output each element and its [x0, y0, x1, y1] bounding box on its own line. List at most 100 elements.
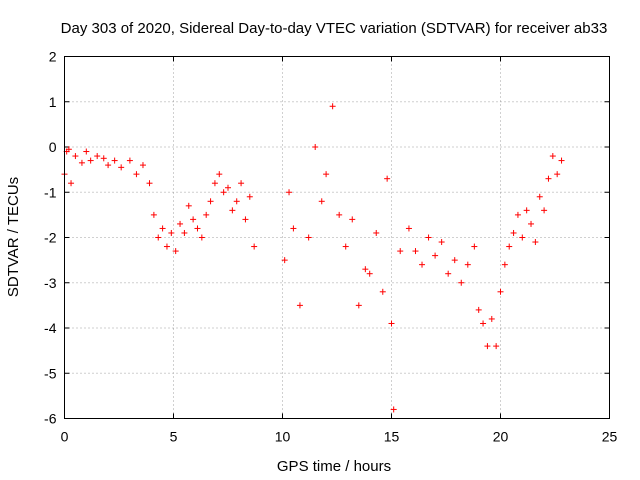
data-point [532, 239, 539, 246]
plot-frame [64, 56, 610, 419]
data-point [83, 148, 90, 155]
y-tick-label: -2 [44, 230, 57, 246]
y-tick-label: -6 [44, 411, 57, 427]
data-point [229, 207, 236, 214]
data-point [412, 248, 419, 255]
data-point [419, 261, 426, 268]
data-point [246, 193, 253, 200]
data-point [425, 234, 432, 241]
data-point [78, 159, 85, 166]
data-point [168, 229, 175, 236]
data-point [329, 103, 336, 110]
data-point [126, 157, 133, 164]
x-axis-label: GPS time / hours [277, 458, 391, 475]
data-point [211, 180, 218, 187]
data-point [238, 180, 245, 187]
data-point [318, 198, 325, 205]
x-tick-label: 10 [275, 429, 291, 445]
y-tick-label: -1 [44, 184, 57, 200]
data-point [286, 189, 293, 196]
data-point [194, 225, 201, 232]
data-point [451, 257, 458, 264]
data-point [523, 207, 530, 214]
data-point [87, 157, 94, 164]
data-point [146, 180, 153, 187]
data-point [296, 302, 303, 309]
data-point [549, 153, 556, 160]
data-point [163, 243, 170, 250]
data-point [536, 193, 543, 200]
data-point [397, 248, 404, 255]
data-point [405, 225, 412, 232]
y-tick-label: -4 [44, 320, 57, 336]
data-point [150, 211, 157, 218]
data-point [349, 216, 356, 223]
data-point [242, 216, 249, 223]
data-point [471, 243, 478, 250]
data-point [484, 343, 491, 350]
data-point [519, 234, 526, 241]
data-point [139, 162, 146, 169]
data-point [181, 229, 188, 236]
y-tick-label: 2 [49, 49, 57, 65]
data-point [94, 153, 101, 160]
data-point [159, 225, 166, 232]
data-point [203, 211, 210, 218]
data-point [501, 261, 508, 268]
data-point [100, 155, 107, 162]
x-tick-label: 15 [384, 429, 400, 445]
data-point [342, 243, 349, 250]
data-points [61, 103, 565, 413]
data-point [510, 229, 517, 236]
y-axis-label: SDTVAR / TECUs [5, 177, 22, 297]
data-point [528, 220, 535, 227]
data-point [172, 248, 179, 255]
data-point [323, 171, 330, 178]
data-point [480, 320, 487, 327]
data-point [185, 202, 192, 209]
data-point [198, 234, 205, 241]
data-point [493, 343, 500, 350]
x-tick-label: 20 [493, 429, 509, 445]
grid-layer [64, 56, 610, 419]
data-point [432, 252, 439, 259]
data-point [68, 180, 75, 187]
data-point [72, 153, 79, 160]
data-point [506, 243, 513, 250]
data-point [366, 270, 373, 277]
data-point [373, 229, 380, 236]
data-point [497, 288, 504, 295]
data-point [177, 220, 184, 227]
data-point [281, 257, 288, 264]
data-point [438, 239, 445, 246]
y-tick-label: 0 [49, 139, 57, 155]
data-point [111, 157, 118, 164]
data-point [216, 171, 223, 178]
y-tick-label: -5 [44, 365, 57, 381]
data-point [362, 266, 369, 273]
data-point [155, 234, 162, 241]
data-point [464, 261, 471, 268]
tick-layer: 0 5 10 15 20 25 -6 -5 -4 -3 -2 -1 0 1 2 [44, 49, 617, 445]
data-point [379, 288, 386, 295]
y-tick-label: -3 [44, 275, 57, 291]
data-point [312, 144, 319, 150]
data-point [388, 320, 395, 327]
x-tick-label: 25 [602, 429, 618, 445]
data-point [488, 315, 495, 322]
data-point [336, 211, 343, 218]
data-point [233, 198, 240, 205]
data-point [65, 146, 72, 153]
data-point [384, 175, 391, 182]
x-tick-label: 5 [170, 429, 178, 445]
data-point [445, 270, 452, 277]
data-point [558, 157, 565, 164]
data-point [458, 279, 465, 286]
data-point [290, 225, 297, 232]
data-point [207, 198, 214, 205]
data-point [305, 234, 312, 241]
data-point [545, 175, 552, 182]
data-point [541, 207, 548, 214]
data-point [390, 406, 397, 413]
